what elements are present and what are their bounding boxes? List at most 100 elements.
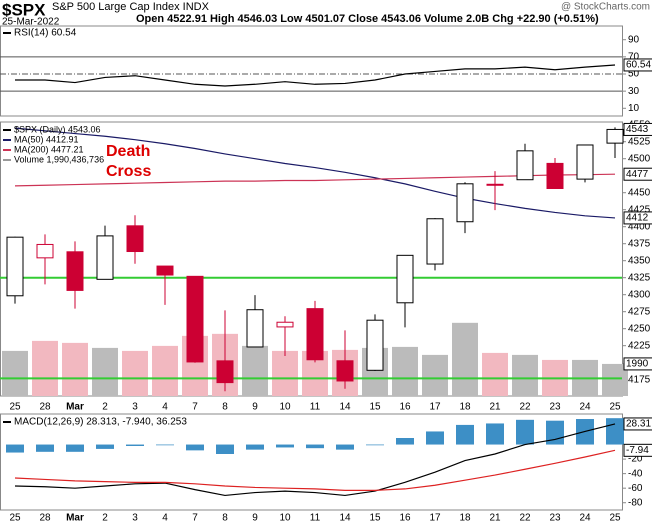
histogram-bar <box>96 444 114 449</box>
candle-body <box>156 265 174 276</box>
x-tick-label: 10 <box>279 402 291 413</box>
x-tick-label: 16 <box>399 513 411 524</box>
value-tag-label: 4477 <box>626 169 649 180</box>
y-tick-label: 4175 <box>628 374 651 385</box>
x-tick-label: Mar <box>66 513 84 524</box>
value-tag-label: 4543 <box>626 124 649 135</box>
value-tag <box>623 211 652 225</box>
histogram-bar <box>156 444 174 446</box>
x-tick-label: 21 <box>489 513 501 524</box>
value-tag <box>623 122 652 136</box>
y-tick-label: 30 <box>628 86 640 97</box>
x-tick-label: 25 <box>9 402 21 413</box>
date: 25-Mar-2022 <box>2 17 60 28</box>
value-tag <box>623 167 652 181</box>
legend-label: MA(200) 4477.21 <box>14 144 84 154</box>
x-tick-label: 7 <box>192 513 198 524</box>
value-tag-label: 28.31 <box>626 419 651 430</box>
candle-body <box>36 243 54 259</box>
x-tick-label: 3 <box>132 513 138 524</box>
y-tick-label: 4275 <box>628 306 651 317</box>
y-tick-label: -40 <box>628 468 643 479</box>
x-tick-label: 22 <box>519 513 531 524</box>
volume-bar <box>92 347 118 396</box>
x-tick-label: 25 <box>609 513 621 524</box>
y-tick-label: 4375 <box>628 238 651 249</box>
histogram-bar <box>456 424 474 445</box>
candle-body <box>516 150 534 181</box>
y-tick-label: -60 <box>628 483 643 494</box>
candle-body <box>126 225 144 253</box>
candle-body <box>486 183 504 186</box>
histogram-bar <box>126 444 144 446</box>
value-tag-label: 60.54 <box>626 60 651 71</box>
value-tag-label: -7.94 <box>626 445 649 456</box>
x-tick-label: 4 <box>162 513 168 524</box>
x-tick-label: 8 <box>222 402 228 413</box>
volume-bar <box>242 345 268 396</box>
candle-body <box>606 128 624 144</box>
value-tag-label: 4412 <box>626 213 649 224</box>
volume-bar <box>2 350 28 396</box>
volume-bar <box>152 345 178 396</box>
y-tick-label: 4525 <box>628 136 651 147</box>
legend-label: MA(50) 4412.91 <box>14 134 79 144</box>
candle-body <box>216 360 234 384</box>
volume-bar <box>482 352 508 396</box>
x-tick-label: 11 <box>310 513 321 524</box>
x-tick-label: 24 <box>579 513 591 524</box>
legend-label: $SPX (Daily) 4543.06 <box>14 124 101 134</box>
y-tick-label: 4425 <box>628 204 651 215</box>
volume-bar <box>122 350 148 396</box>
x-tick-label: 23 <box>549 402 561 413</box>
symbol: $SPX <box>2 0 46 19</box>
candle-body <box>6 236 24 297</box>
x-tick-label: 2 <box>102 402 108 413</box>
x-tick-label: 14 <box>339 402 351 413</box>
y-tick-label: 4400 <box>628 221 651 232</box>
x-tick-label: 15 <box>369 513 381 524</box>
candle-body <box>546 162 564 189</box>
value-tag <box>623 58 652 72</box>
histogram-bar <box>366 444 384 446</box>
panel <box>0 25 623 117</box>
legend-label: Volume 1,990,436,736 <box>14 154 104 164</box>
x-tick-label: 3 <box>132 402 138 413</box>
line <box>14 423 616 497</box>
volume-bar <box>392 346 418 396</box>
x-tick-label: 9 <box>252 513 258 524</box>
line <box>14 127 616 219</box>
y-tick-label: 4325 <box>628 272 651 283</box>
value-tag <box>623 417 652 431</box>
candle-body <box>366 319 384 371</box>
histogram-bar <box>606 418 624 445</box>
y-tick-label: -80 <box>628 497 643 508</box>
histogram-bar <box>6 444 24 453</box>
x-tick-label: 11 <box>310 402 321 413</box>
x-tick-label: 25 <box>609 402 621 413</box>
y-tick-label: 50 <box>628 69 640 80</box>
y-tick-label: 4300 <box>628 289 651 300</box>
y-tick-label: 10 <box>628 103 640 114</box>
y-tick-label: 4350 <box>628 255 651 266</box>
histogram-bar <box>396 438 414 445</box>
y2-tick-label: 1990 <box>626 359 649 370</box>
x-tick-label: 17 <box>429 513 441 524</box>
candle-body <box>306 308 324 361</box>
annotation: Death Cross <box>106 143 152 180</box>
x-tick-label: 21 <box>489 402 501 413</box>
volume-bar <box>272 350 298 396</box>
x-tick-label: 23 <box>549 513 561 524</box>
histogram-bar <box>516 419 534 445</box>
x-tick-label: 9 <box>252 402 258 413</box>
x-tick-label: 16 <box>399 402 411 413</box>
histogram-bar <box>486 423 504 445</box>
x-tick-label: 25 <box>9 513 21 524</box>
value-tag <box>623 357 652 371</box>
volume-bar <box>62 342 88 396</box>
y-tick-label: 70 <box>628 51 640 62</box>
x-tick-label: 7 <box>192 402 198 413</box>
y-tick-label: 4450 <box>628 187 651 198</box>
histogram-bar <box>426 431 444 445</box>
